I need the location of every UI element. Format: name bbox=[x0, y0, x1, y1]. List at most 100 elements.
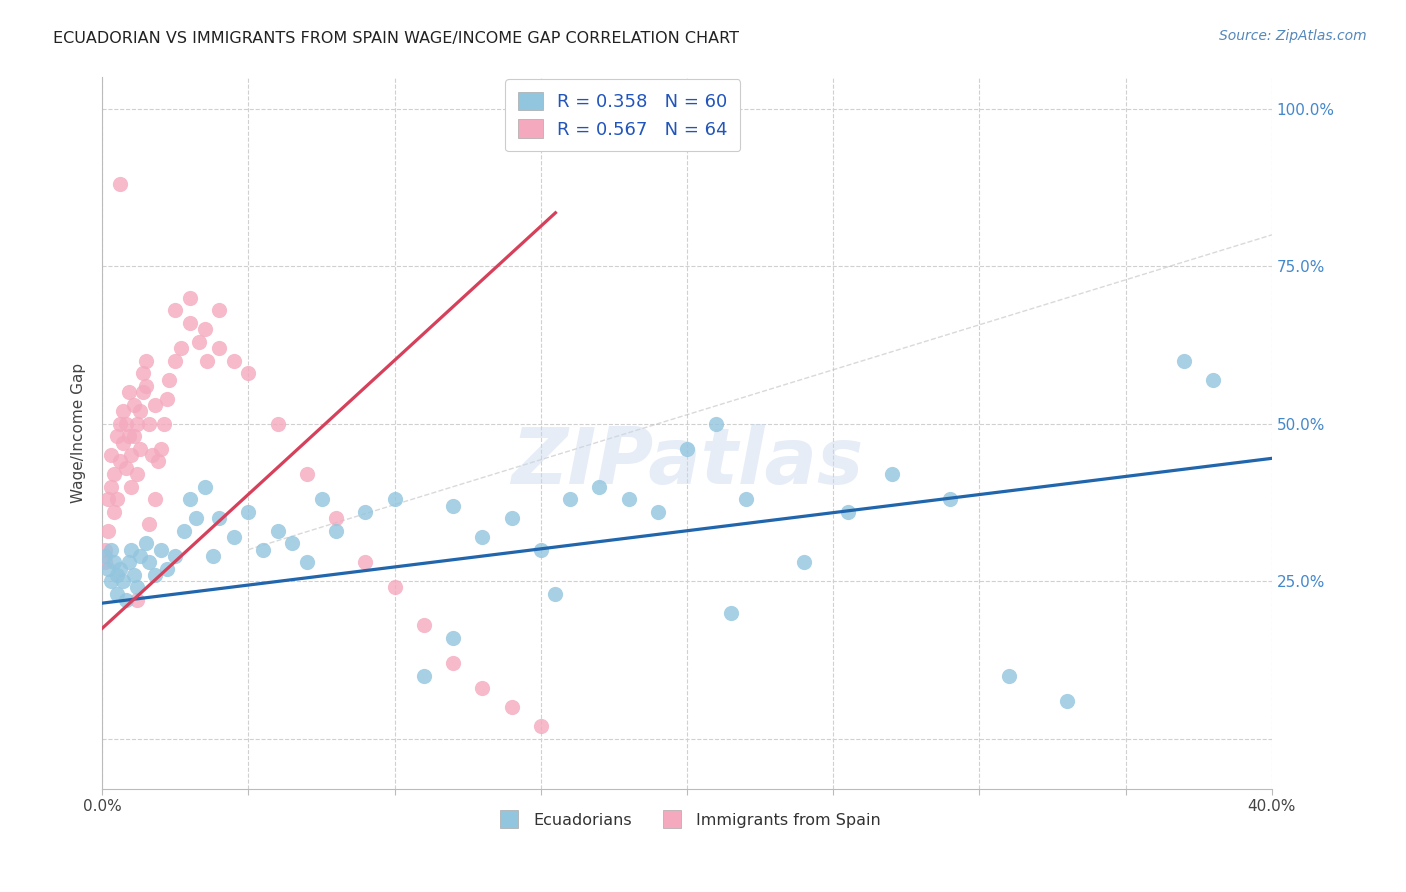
Point bbox=[193, 322, 215, 336]
Point bbox=[108, 178, 131, 192]
Point bbox=[138, 417, 160, 431]
Point bbox=[325, 511, 347, 525]
Point bbox=[132, 367, 155, 381]
Point bbox=[187, 334, 209, 349]
Text: ZIPatlas: ZIPatlas bbox=[510, 424, 863, 500]
Point bbox=[155, 561, 177, 575]
Point bbox=[127, 467, 149, 481]
Point bbox=[143, 398, 166, 412]
Point bbox=[208, 303, 231, 318]
Point bbox=[127, 581, 149, 595]
Point bbox=[252, 542, 274, 557]
Point bbox=[135, 353, 157, 368]
Point bbox=[129, 549, 152, 563]
Point bbox=[793, 555, 815, 569]
Point bbox=[939, 492, 962, 507]
Point bbox=[1173, 353, 1195, 368]
Point bbox=[129, 404, 152, 418]
Point bbox=[179, 492, 201, 507]
Point bbox=[111, 574, 134, 588]
Point bbox=[501, 511, 523, 525]
Point bbox=[114, 460, 136, 475]
Point bbox=[149, 542, 172, 557]
Point bbox=[120, 542, 142, 557]
Point bbox=[441, 656, 464, 670]
Point bbox=[117, 385, 139, 400]
Point bbox=[384, 581, 406, 595]
Point bbox=[159, 373, 181, 387]
Point bbox=[143, 492, 166, 507]
Point bbox=[266, 417, 288, 431]
Point bbox=[120, 448, 142, 462]
Point bbox=[143, 567, 166, 582]
Point bbox=[97, 561, 120, 575]
Point bbox=[135, 536, 157, 550]
Point bbox=[208, 511, 231, 525]
Point bbox=[384, 492, 406, 507]
Point bbox=[222, 353, 245, 368]
Point bbox=[412, 668, 434, 682]
Point bbox=[412, 618, 434, 632]
Point bbox=[471, 530, 494, 544]
Point bbox=[108, 417, 131, 431]
Point bbox=[501, 700, 523, 714]
Point bbox=[208, 341, 231, 355]
Point bbox=[354, 555, 377, 569]
Point bbox=[295, 555, 318, 569]
Point bbox=[105, 492, 128, 507]
Point bbox=[179, 291, 201, 305]
Point bbox=[165, 303, 187, 318]
Point bbox=[120, 480, 142, 494]
Point bbox=[94, 555, 117, 569]
Text: ECUADORIAN VS IMMIGRANTS FROM SPAIN WAGE/INCOME GAP CORRELATION CHART: ECUADORIAN VS IMMIGRANTS FROM SPAIN WAGE… bbox=[53, 31, 740, 46]
Point bbox=[311, 492, 333, 507]
Point bbox=[720, 606, 742, 620]
Legend: Ecuadorians, Immigrants from Spain: Ecuadorians, Immigrants from Spain bbox=[486, 806, 887, 834]
Point bbox=[441, 499, 464, 513]
Point bbox=[1202, 373, 1225, 387]
Text: Source: ZipAtlas.com: Source: ZipAtlas.com bbox=[1219, 29, 1367, 43]
Point bbox=[97, 524, 120, 538]
Point bbox=[103, 505, 125, 519]
Point bbox=[100, 574, 122, 588]
Point bbox=[127, 593, 149, 607]
Point bbox=[100, 448, 122, 462]
Point bbox=[108, 454, 131, 468]
Point bbox=[111, 404, 134, 418]
Point bbox=[617, 492, 640, 507]
Point bbox=[94, 542, 117, 557]
Point bbox=[105, 429, 128, 443]
Point bbox=[837, 505, 859, 519]
Point bbox=[676, 442, 699, 456]
Point bbox=[165, 353, 187, 368]
Point bbox=[173, 524, 195, 538]
Point bbox=[193, 480, 215, 494]
Point bbox=[281, 536, 304, 550]
Point bbox=[100, 542, 122, 557]
Point bbox=[117, 555, 139, 569]
Point bbox=[152, 417, 174, 431]
Point bbox=[184, 511, 207, 525]
Point bbox=[114, 593, 136, 607]
Point bbox=[103, 467, 125, 481]
Point bbox=[132, 385, 155, 400]
Point bbox=[105, 587, 128, 601]
Point bbox=[135, 379, 157, 393]
Point bbox=[997, 668, 1019, 682]
Point bbox=[880, 467, 903, 481]
Point bbox=[179, 316, 201, 330]
Point bbox=[127, 417, 149, 431]
Point bbox=[544, 587, 567, 601]
Point bbox=[111, 435, 134, 450]
Point bbox=[138, 517, 160, 532]
Point bbox=[114, 417, 136, 431]
Point bbox=[97, 492, 120, 507]
Point bbox=[138, 555, 160, 569]
Point bbox=[354, 505, 377, 519]
Point bbox=[530, 542, 553, 557]
Point bbox=[141, 448, 163, 462]
Point bbox=[588, 480, 610, 494]
Point bbox=[441, 631, 464, 645]
Point bbox=[155, 392, 177, 406]
Point bbox=[647, 505, 669, 519]
